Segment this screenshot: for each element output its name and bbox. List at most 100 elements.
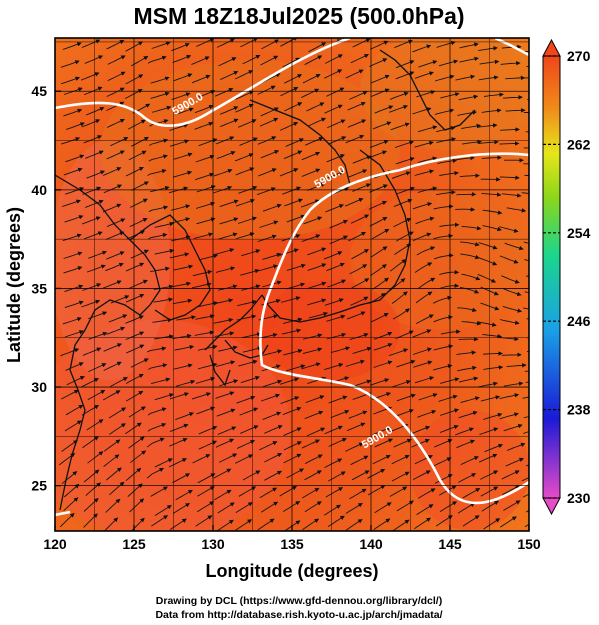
streamline-arrow bbox=[522, 431, 529, 434]
streamline-arrow bbox=[235, 232, 255, 240]
streamline-arrow bbox=[173, 73, 193, 82]
streamline-arrow bbox=[65, 362, 84, 371]
streamline-arrow bbox=[482, 209, 503, 215]
streamline-arrow bbox=[396, 186, 416, 195]
streamline-arrow bbox=[374, 438, 393, 448]
streamline-arrow bbox=[286, 263, 306, 271]
streamline-arrow bbox=[324, 69, 343, 79]
credit-dcl: Drawing by DCL (https://www.gfd-dennou.o… bbox=[156, 595, 442, 607]
streamline-arrow bbox=[414, 140, 434, 148]
streamline-arrow bbox=[103, 184, 123, 194]
streamline-arrow bbox=[499, 141, 520, 146]
streamline-arrow bbox=[455, 74, 476, 81]
streamline-arrow bbox=[241, 332, 262, 339]
streamline-arrow bbox=[324, 425, 343, 435]
streamline-arrow bbox=[220, 71, 239, 81]
streamline-arrow bbox=[216, 519, 234, 531]
streamline-arrow bbox=[257, 234, 277, 242]
colorbar-tick-label: 262 bbox=[567, 136, 591, 152]
streamline-arrow bbox=[414, 71, 434, 79]
streamline-arrow bbox=[437, 158, 458, 164]
streamline-arrow bbox=[260, 150, 280, 159]
streamline-arrow bbox=[195, 376, 216, 384]
streamline-arrow bbox=[458, 376, 479, 383]
streamline-arrow bbox=[460, 396, 480, 404]
streamline-arrow bbox=[103, 343, 122, 352]
streamline-arrow bbox=[80, 378, 99, 388]
streamline-arrow bbox=[325, 171, 344, 180]
streamline-arrow bbox=[281, 328, 302, 335]
streamline-arrow bbox=[349, 488, 367, 500]
streamline-arrow bbox=[303, 216, 323, 225]
streamline-arrow bbox=[306, 298, 327, 306]
streamline-arrow bbox=[484, 92, 504, 97]
streamline-arrow bbox=[374, 502, 392, 514]
colorbar-tick-label: 270 bbox=[567, 48, 591, 64]
streamline-arrow bbox=[393, 198, 413, 208]
streamline-arrow bbox=[349, 91, 368, 100]
streamline-arrow bbox=[418, 393, 438, 401]
streamline-arrow bbox=[82, 347, 102, 356]
streamline-arrow bbox=[235, 167, 255, 176]
streamline-arrow bbox=[308, 311, 329, 319]
streamline-arrow bbox=[284, 74, 303, 84]
streamline-arrow bbox=[414, 455, 433, 465]
x-axis-label: Longitude (degrees) bbox=[205, 561, 378, 581]
streamline-arrow bbox=[238, 486, 257, 497]
x-tick-label: 150 bbox=[517, 536, 541, 552]
streamline-arrow bbox=[282, 186, 302, 195]
streamline-arrow bbox=[502, 485, 520, 496]
streamline-arrow bbox=[373, 518, 391, 530]
streamline-arrow bbox=[63, 167, 83, 176]
colorbar-tick-label: 230 bbox=[567, 490, 591, 506]
streamline-arrow bbox=[213, 168, 233, 177]
streamline-arrow bbox=[478, 381, 498, 388]
streamline-arrow bbox=[169, 123, 189, 131]
streamline-arrow bbox=[147, 55, 167, 64]
streamline-arrow bbox=[150, 76, 170, 84]
y-tick-label: 40 bbox=[31, 182, 47, 198]
streamline-arrow bbox=[394, 39, 413, 49]
streamline-arrow bbox=[327, 515, 345, 527]
streamline-arrow bbox=[196, 501, 215, 513]
streamline-arrow bbox=[503, 381, 524, 387]
streamline-arrow bbox=[172, 54, 192, 63]
streamline-arrow bbox=[370, 40, 389, 50]
streamline-arrow bbox=[106, 87, 125, 97]
streamline-arrow bbox=[257, 85, 276, 95]
streamline-arrow bbox=[522, 396, 529, 399]
streamline-arrow bbox=[64, 420, 82, 432]
streamline-arrow bbox=[350, 214, 370, 224]
streamline-arrow bbox=[125, 167, 144, 177]
streamline-arrow bbox=[346, 311, 366, 320]
streamline-arrow bbox=[218, 345, 238, 352]
streamline-arrow bbox=[391, 471, 410, 482]
streamline-arrow bbox=[389, 348, 409, 357]
streamline-arrow bbox=[281, 296, 301, 303]
streamline-arrow bbox=[523, 163, 529, 165]
streamline-arrow bbox=[433, 344, 454, 351]
streamline-arrow bbox=[461, 225, 482, 231]
streamline-arrow bbox=[461, 123, 482, 129]
streamline-arrow bbox=[88, 250, 107, 259]
streamline-arrow bbox=[416, 246, 436, 256]
streamline-arrow bbox=[81, 119, 101, 128]
streamline-arrow bbox=[86, 170, 105, 179]
streamline-arrow bbox=[345, 134, 365, 144]
streamline-arrow bbox=[83, 498, 99, 512]
streamline-arrow bbox=[411, 425, 431, 435]
streamline-arrow bbox=[220, 118, 239, 128]
streamline-arrow bbox=[214, 87, 234, 97]
streamline-arrow bbox=[455, 427, 474, 436]
streamline-arrow bbox=[87, 451, 104, 464]
streamline-arrow bbox=[412, 470, 431, 480]
streamline-arrow bbox=[307, 247, 327, 256]
streamline-arrow bbox=[352, 38, 371, 48]
streamline-arrow bbox=[304, 454, 323, 465]
streamline-arrow bbox=[392, 308, 410, 320]
streamline-arrow bbox=[523, 307, 529, 310]
streamline-arrow bbox=[436, 40, 456, 48]
streamline-arrow bbox=[198, 138, 218, 147]
streamline-arrow bbox=[302, 73, 321, 84]
